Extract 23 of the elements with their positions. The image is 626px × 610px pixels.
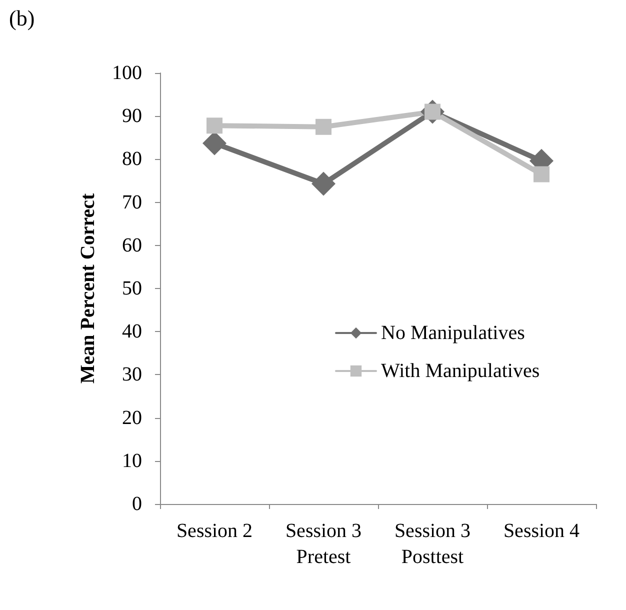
- point: [312, 172, 336, 196]
- point: [316, 118, 332, 135]
- y-tick-label: 10: [122, 450, 142, 472]
- y-tick-label: 50: [122, 278, 142, 300]
- chart-title: (b): [9, 6, 35, 30]
- legend-label: With Manipulatives: [381, 360, 540, 382]
- y-tick-label: 90: [122, 105, 142, 128]
- point: [534, 166, 550, 182]
- y-tick-label: 60: [122, 234, 142, 256]
- y-tick-label: 40: [122, 320, 142, 343]
- y-tick-label: 20: [122, 406, 142, 429]
- x-tick-label: Session 4: [503, 520, 580, 542]
- x-tick-label: Session 3 Pretest: [285, 520, 362, 568]
- y-tick-label: 0: [132, 493, 142, 515]
- x-tick-label: Session 2: [176, 520, 253, 542]
- y-tick-label: 100: [112, 62, 142, 84]
- x-tick-label: Session 3 Posttest: [394, 520, 471, 568]
- legend-label: No Manipulatives: [381, 322, 526, 344]
- y-axis-title: Mean Percent Correct: [77, 193, 99, 384]
- y-tick-label: 70: [122, 191, 142, 214]
- y-tick-label: 30: [122, 364, 142, 386]
- y-tick-label: 80: [122, 148, 142, 170]
- point: [206, 118, 222, 134]
